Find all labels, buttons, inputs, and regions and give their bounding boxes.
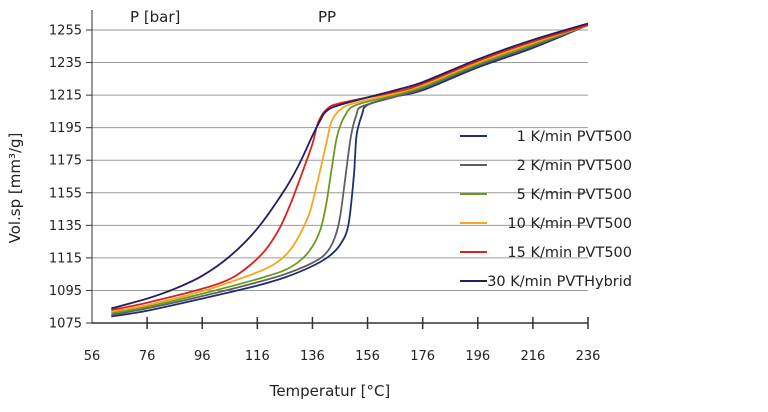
- x-tick-label: 136: [300, 349, 325, 364]
- y-tick-labels: 1075 1095 1115 1135 1155 1175 1195 1215 1235 1255: [49, 24, 92, 332]
- x-tick-labels: 56 76 96 116 136 156 176 196 216 236: [84, 317, 601, 364]
- series-line-2: [111, 24, 589, 316]
- x-tick-label: 76: [139, 349, 156, 364]
- corner-label: P [bar]: [130, 8, 180, 26]
- legend-label: 10 K/min PVT500: [507, 216, 632, 232]
- legend: 1 K/min PVT500 2 K/min PVT500 5 K/min PVT5…: [460, 129, 632, 290]
- series-line-4: [111, 24, 589, 313]
- x-tick-label: 176: [410, 349, 435, 364]
- y-tick-label: 1235: [49, 56, 82, 71]
- series-line-1: [111, 24, 589, 318]
- x-tick-label: 196: [465, 349, 490, 364]
- x-axis-title: Temperatur [°C]: [269, 382, 391, 400]
- series-line-5: [111, 24, 589, 311]
- legend-label: 5 K/min PVT500: [517, 187, 632, 203]
- series-line-3: [111, 24, 589, 315]
- legend-label: 15 K/min PVT500: [507, 245, 632, 261]
- y-tick-label: 1075: [49, 317, 82, 332]
- y-axis-title: Vol.sp [mm³/g]: [6, 133, 24, 244]
- x-tick-label: 236: [576, 349, 601, 364]
- x-tick-label: 96: [194, 349, 211, 364]
- legend-label: 30 K/min PVTHybrid: [487, 274, 632, 290]
- series-line-6: [111, 22, 589, 310]
- x-tick-label: 216: [520, 349, 545, 364]
- y-tick-label: 1195: [49, 121, 82, 136]
- x-tick-label: 56: [84, 349, 101, 364]
- y-tick-label: 1135: [49, 219, 82, 234]
- x-tick-label: 156: [355, 349, 380, 364]
- y-tick-label: 1115: [49, 251, 82, 266]
- series-lines: [111, 22, 589, 318]
- y-tick-label: 1215: [49, 89, 82, 104]
- y-tick-label: 1095: [49, 284, 82, 299]
- legend-label: 1 K/min PVT500: [517, 129, 632, 145]
- chart-title: PP: [318, 8, 336, 26]
- legend-label: 2 K/min PVT500: [517, 158, 632, 174]
- x-tick-label: 116: [245, 349, 270, 364]
- y-tick-label: 1175: [49, 154, 82, 169]
- y-tick-label: 1255: [49, 24, 82, 39]
- y-tick-label: 1155: [49, 186, 82, 201]
